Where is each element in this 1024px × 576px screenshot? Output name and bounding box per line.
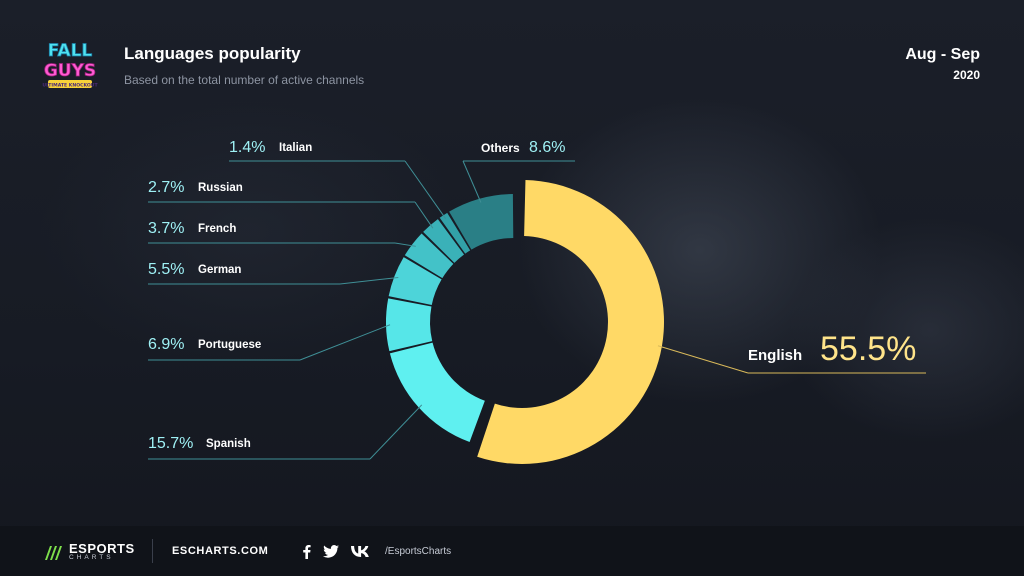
social-links: /EsportsCharts [302, 542, 451, 560]
leader-line-others [462, 160, 482, 203]
label-name-italian: Italian [279, 142, 312, 154]
logo-word-1: FALL [48, 41, 93, 61]
slice-german [388, 257, 442, 306]
logo-word-2: GUYS [44, 61, 96, 81]
slice-russian [423, 219, 465, 263]
slice-italian [439, 212, 471, 254]
label-value-italian: 1.4% [229, 139, 265, 156]
label-value-english: 55.5% [820, 330, 916, 368]
label-value-portuguese: 6.9% [148, 336, 184, 353]
label-name-russian: Russian [198, 182, 243, 194]
footer-divider [152, 539, 153, 563]
leader-line-portuguese [299, 324, 391, 361]
brand-name: ESPORTS [69, 541, 135, 557]
label-name-portuguese: Portuguese [198, 339, 261, 351]
slice-spanish [389, 342, 485, 443]
brand-sub: CHARTS [69, 554, 114, 562]
social-handle[interactable]: /EsportsCharts [385, 545, 452, 557]
facebook-icon[interactable] [302, 544, 311, 559]
vk-icon[interactable] [351, 545, 369, 557]
label-name-others: Others [481, 141, 520, 155]
leader-line-english [657, 345, 749, 374]
donut-chart: English 55.5% 15.7% Spanish 6.9% Portuguese 5.… [148, 139, 926, 465]
label-value-spanish: 15.7% [148, 435, 193, 452]
period-year: 2020 [953, 68, 980, 82]
slice-others [449, 194, 514, 250]
leader-line-french [394, 242, 416, 247]
slice-english [477, 180, 665, 465]
label-name-german: German [198, 264, 241, 276]
leader-line-spanish [369, 404, 423, 460]
period-label: Aug - Sep [905, 46, 980, 63]
label-value-german: 5.5% [148, 261, 184, 278]
twitter-icon[interactable] [323, 544, 339, 558]
label-name-spanish: Spanish [206, 438, 251, 450]
logo-tagline: ULTIMATE KNOCKOUT [42, 83, 98, 89]
footer-bar: ESPORTS CHARTS ESCHARTS.COM /EsportsChar… [0, 526, 1024, 576]
page-subtitle: Based on the total number of active chan… [124, 73, 365, 87]
leader-line-russian [414, 201, 434, 229]
slice-portuguese [385, 298, 433, 352]
label-value-others: 8.6% [529, 139, 565, 156]
fall-guys-logo: FALL GUYS ULTIMATE KNOCKOUT [42, 41, 98, 89]
slice-french [404, 233, 454, 279]
esports-charts-logo-icon [45, 546, 62, 560]
leader-line-italian [404, 160, 447, 219]
period-block: Aug - Sep 2020 [905, 46, 980, 82]
label-name-english: English [748, 347, 802, 364]
esports-charts-brand[interactable]: ESPORTS CHARTS [42, 541, 135, 563]
label-value-russian: 2.7% [148, 179, 184, 196]
page-title: Languages popularity [124, 44, 301, 63]
logo-banner [48, 80, 92, 88]
label-name-french: French [198, 223, 236, 235]
site-link[interactable]: ESCHARTS.COM [172, 545, 269, 557]
label-value-french: 3.7% [148, 220, 184, 237]
leader-line-german [339, 276, 399, 285]
